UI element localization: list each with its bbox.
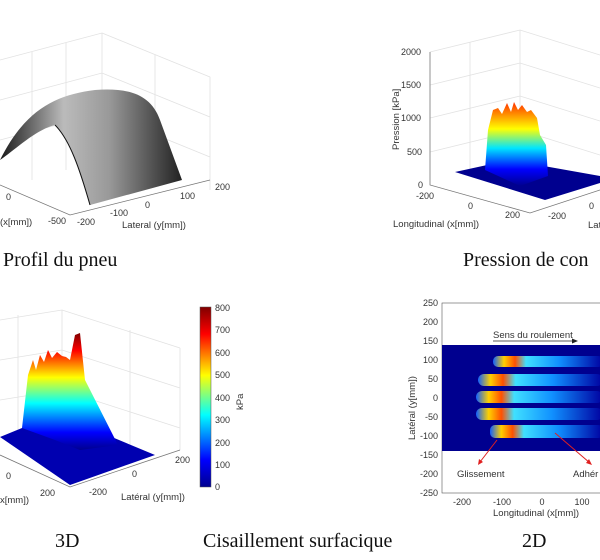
tick: 0	[132, 469, 137, 479]
tick: -100	[110, 208, 128, 218]
svg-text:-200: -200	[453, 497, 471, 507]
svg-text:-50: -50	[425, 412, 438, 422]
tire-profile-plot: 0 -500 (x[mm]) -200 -100 0 100 200 Later…	[0, 32, 230, 271]
tick: 0	[468, 201, 473, 211]
svg-text:100: 100	[215, 460, 230, 470]
svg-text:-200: -200	[420, 469, 438, 479]
x-ticks: -200 -100 0 100	[453, 497, 590, 507]
svg-text:-150: -150	[420, 450, 438, 460]
y-axis-label: Lat	[588, 220, 600, 231]
caption: 2D	[522, 530, 546, 552]
x-axis-label: x[mm])	[0, 495, 29, 506]
adhesion-label: Adhér	[573, 469, 598, 480]
svg-text:800: 800	[215, 303, 230, 313]
svg-text:0: 0	[539, 497, 544, 507]
z-axis-label: Pression [kPa]	[391, 89, 402, 150]
colorbar	[199, 306, 212, 488]
contact-pressure-plot: 2000 1500 1000 500 0 Pression [kPa] -200…	[391, 29, 600, 271]
rib	[478, 374, 600, 386]
svg-text:-100: -100	[493, 497, 511, 507]
svg-text:250: 250	[423, 298, 438, 308]
caption: Profil du pneu	[3, 249, 117, 271]
pressure-surface	[485, 102, 548, 186]
tick: -200	[89, 487, 107, 497]
y-axis-label: Latéral (y[mm])	[121, 492, 185, 503]
x-axis-label: (x[mm])	[0, 217, 32, 228]
tick: -200	[416, 191, 434, 201]
tire-surface	[0, 89, 182, 205]
rib	[493, 356, 600, 367]
svg-text:-100: -100	[420, 431, 438, 441]
caption: Cisaillement surfacique	[203, 530, 393, 552]
shear-2d-plot: 250 200 150 100 50 0 -50 -100 -150 -200 …	[407, 298, 600, 552]
svg-text:500: 500	[215, 370, 230, 380]
svg-text:100: 100	[423, 355, 438, 365]
slip-label: Glissement	[457, 469, 505, 480]
y-axis-label: Lateral (y[mm])	[122, 220, 186, 231]
x-axis-label: Longitudinal (x[mm])	[493, 508, 579, 519]
svg-text:600: 600	[215, 348, 230, 358]
svg-text:200: 200	[215, 438, 230, 448]
arrow-icon	[586, 459, 592, 465]
caption: 3D	[55, 530, 79, 552]
tick: 1500	[401, 80, 421, 90]
rib	[476, 391, 600, 403]
tick: -500	[48, 216, 66, 226]
svg-text:0: 0	[215, 482, 220, 492]
rib	[476, 408, 600, 420]
tick: 200	[505, 210, 520, 220]
y-ticks: 250 200 150 100 50 0 -50 -100 -150 -200 …	[420, 298, 438, 498]
tick: 2000	[401, 47, 421, 57]
y-axis-label: Latéral (y[mm])	[407, 376, 418, 440]
colorbar-label: kPa	[235, 393, 246, 410]
svg-text:0: 0	[433, 393, 438, 403]
svg-text:700: 700	[215, 325, 230, 335]
svg-text:-250: -250	[420, 488, 438, 498]
tick: 200	[40, 488, 55, 498]
caption: Pression de con	[463, 249, 589, 271]
svg-text:150: 150	[423, 336, 438, 346]
shear-surface	[22, 333, 118, 450]
svg-text:100: 100	[574, 497, 589, 507]
tick: 0	[589, 201, 594, 211]
svg-text:400: 400	[215, 393, 230, 403]
tick: 200	[215, 182, 230, 192]
tick: -200	[548, 211, 566, 221]
colorbar-ticks: 800 700 600 500 400 300 200 100 0	[215, 303, 230, 492]
tick: 1000	[401, 113, 421, 123]
tick: 0	[418, 180, 423, 190]
tick: 0	[6, 471, 11, 481]
rolling-direction-label: Sens du roulement	[493, 330, 573, 341]
rib	[490, 425, 600, 438]
tick: 100	[180, 191, 195, 201]
tick: 0	[145, 200, 150, 210]
arrow-icon	[478, 459, 483, 465]
svg-text:200: 200	[423, 317, 438, 327]
tick: 500	[407, 147, 422, 157]
tick: -200	[77, 217, 95, 227]
svg-text:300: 300	[215, 415, 230, 425]
tick: 0	[6, 192, 11, 202]
shear-3d-plot: 800 700 600 500 400 300 200 100 0 kPa 0 …	[0, 303, 393, 552]
tick: 200	[175, 455, 190, 465]
x-axis-label: Longitudinal (x[mm])	[393, 219, 479, 230]
svg-text:50: 50	[428, 374, 438, 384]
